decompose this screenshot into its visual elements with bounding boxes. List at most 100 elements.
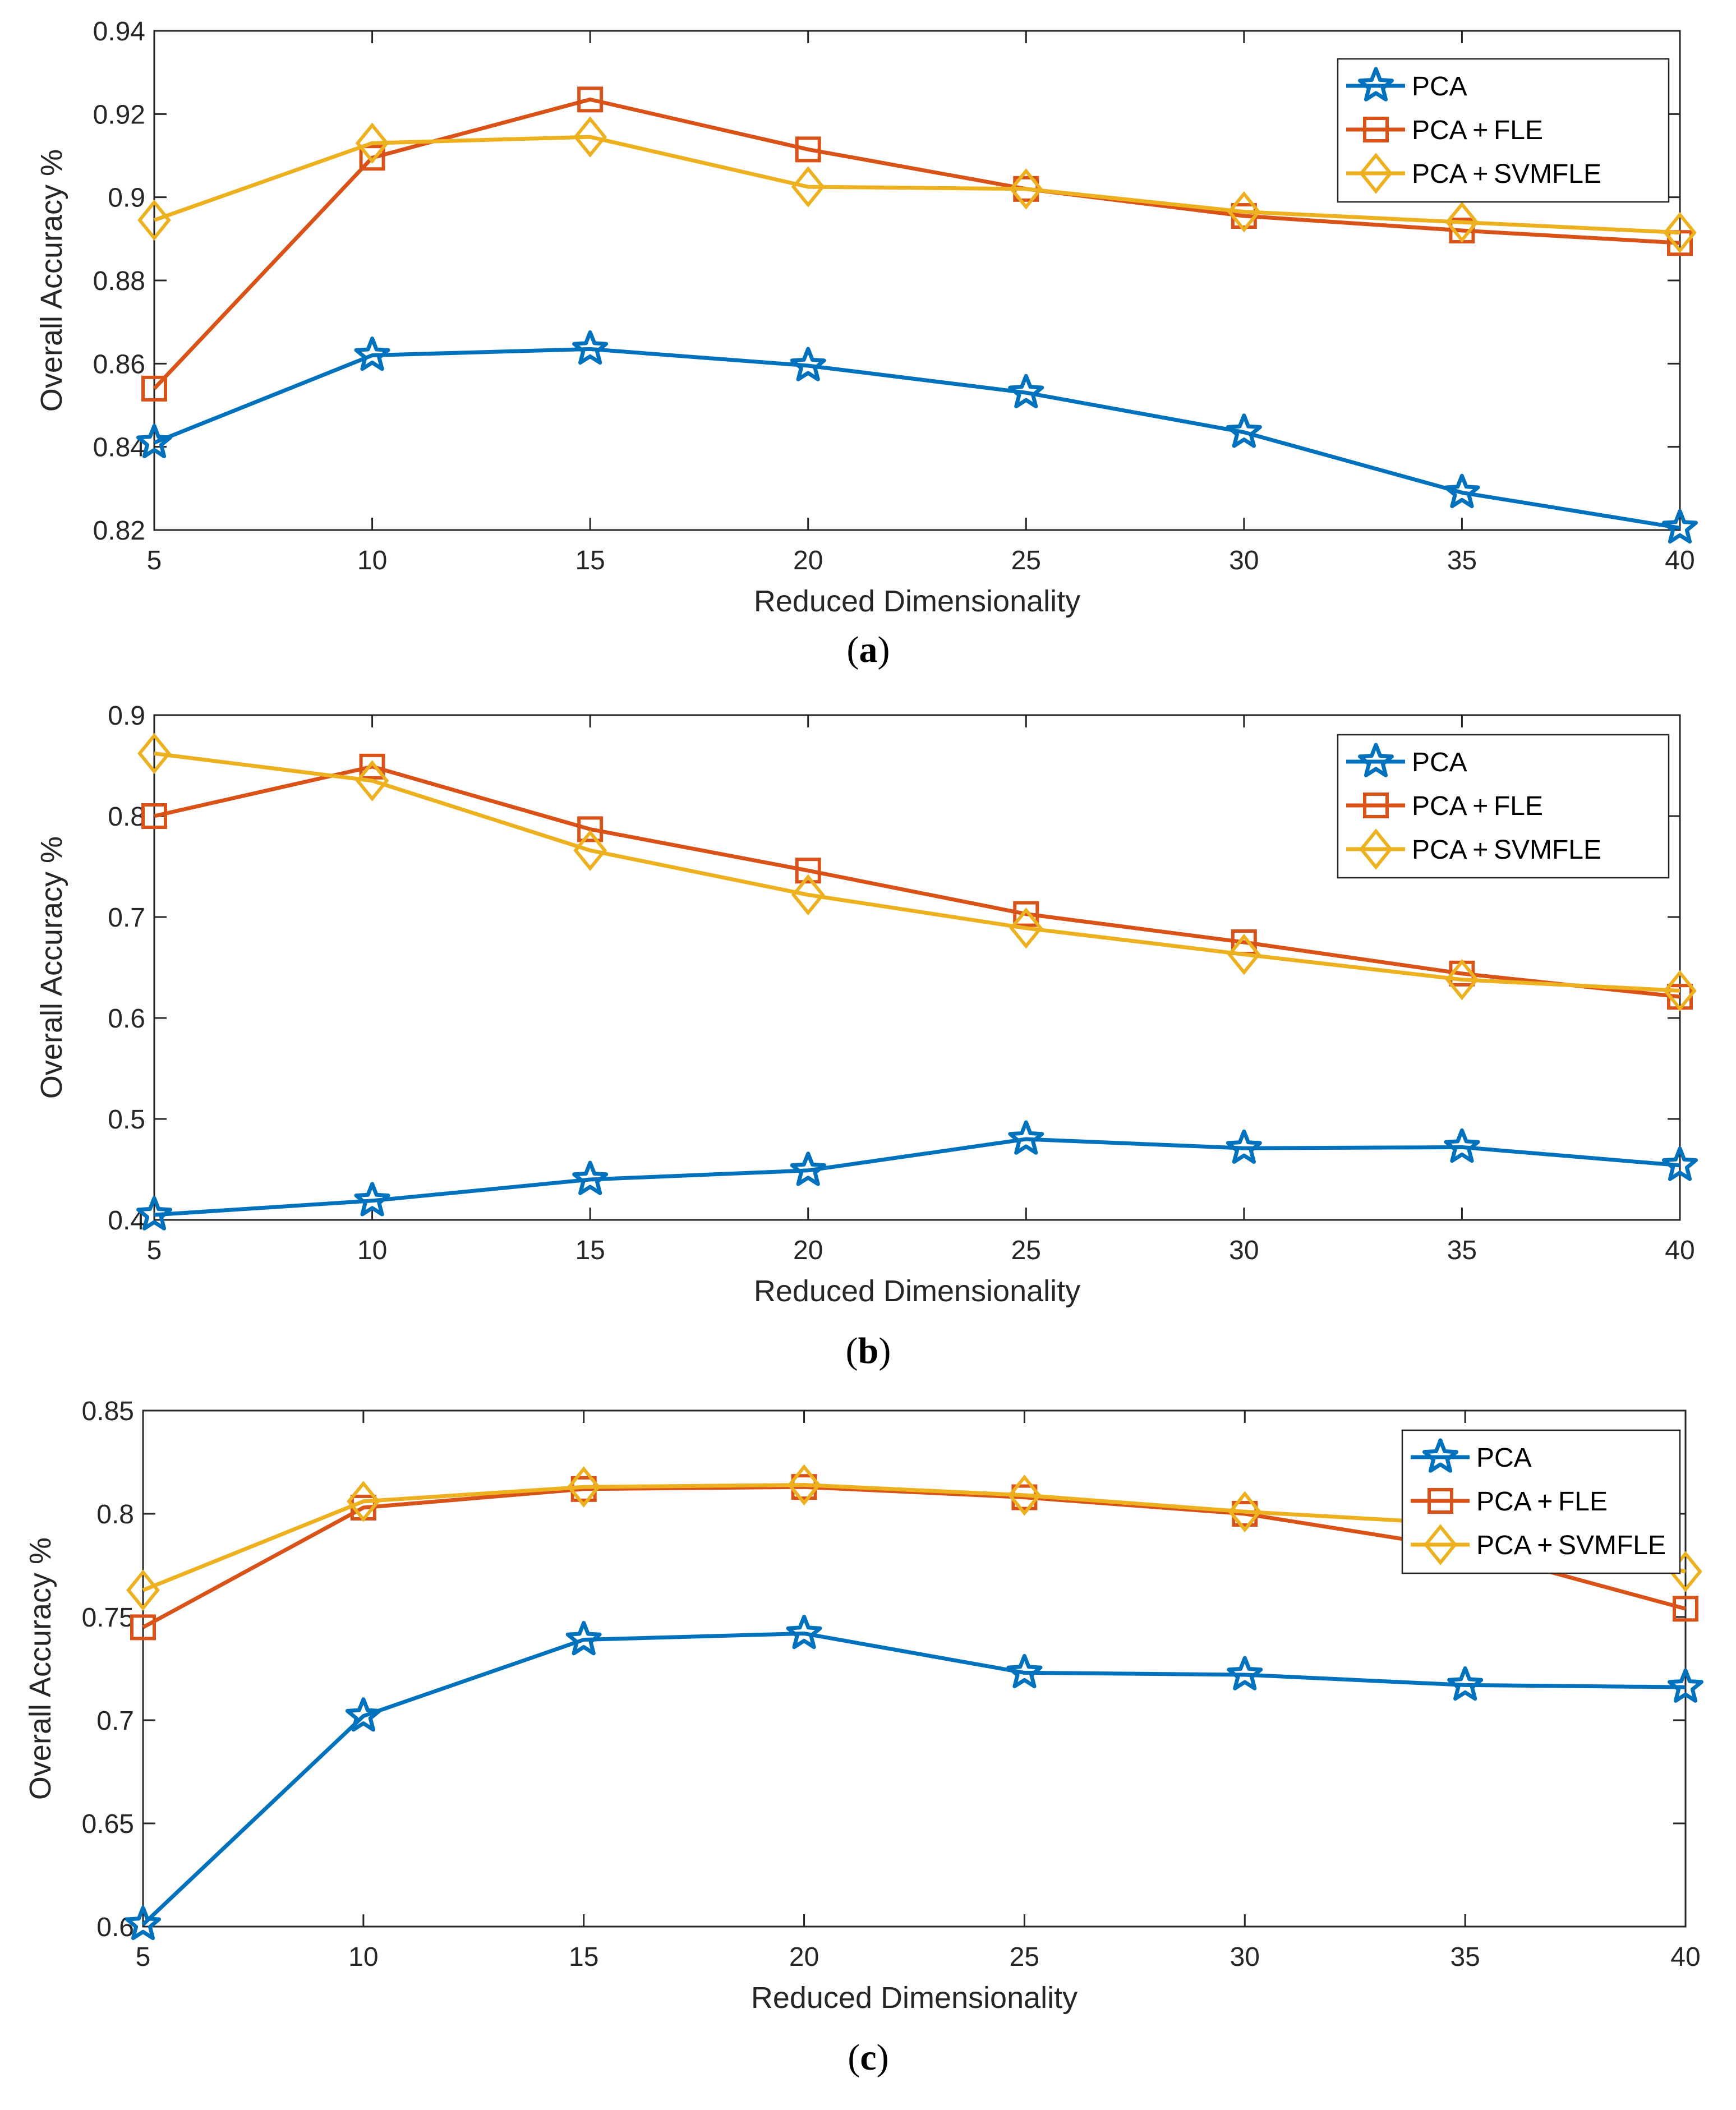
y-tick-label: 0.6 (96, 1913, 134, 1942)
series-line (154, 751, 1680, 993)
x-tick-label: 25 (1011, 546, 1041, 575)
data-point-diamond (355, 760, 389, 801)
data-point-diamond (1227, 933, 1261, 975)
x-tick-label: 10 (357, 546, 387, 575)
y-tick-label: 0.8 (96, 1500, 134, 1529)
x-tick-label: 5 (136, 1942, 151, 1972)
legend: PCA PCA + FLE PCA + SVMFLE (1337, 734, 1670, 879)
legend-entry: PCA + FLE (1412, 791, 1543, 821)
x-tick-label: 30 (1230, 1942, 1260, 1972)
data-point-diamond (1663, 211, 1697, 254)
y-tick-label: 0.9 (108, 183, 145, 213)
series-line (153, 135, 1680, 235)
data-point-star (136, 423, 172, 458)
data-point-diamond (1445, 959, 1479, 1001)
data-point-diamond (787, 1464, 821, 1506)
data-point-star (354, 337, 390, 371)
legend-entry: PCA + FLE (1476, 1487, 1608, 1517)
x-tick-label: 25 (1010, 1942, 1039, 1972)
data-point-diamond (346, 1481, 380, 1522)
y-tick-label: 0.86 (93, 349, 145, 379)
data-point-diamond (567, 1466, 601, 1508)
x-tick-label: 15 (569, 1942, 598, 1972)
x-tick-label: 10 (348, 1942, 378, 1972)
legend-marker-star (1358, 743, 1394, 777)
data-point-diamond (137, 732, 171, 775)
data-point-diamond (1663, 970, 1697, 1012)
data-point-star (790, 1151, 826, 1186)
data-point-star (1008, 1120, 1044, 1155)
data-point-star (1226, 413, 1262, 448)
series-diamond (137, 116, 1697, 254)
legend-entry: PCA + SVMFLE (1412, 835, 1601, 865)
legend-entry: PCA + SVMFLE (1412, 159, 1601, 189)
data-point-star (1226, 1129, 1262, 1164)
x-tick-label: 5 (147, 546, 162, 575)
data-point-diamond (1007, 1475, 1042, 1516)
data-point-star (1447, 1666, 1484, 1701)
y-axis-label: Overall Accuracy % (24, 1537, 57, 1800)
x-tick-label: 20 (793, 546, 823, 575)
data-point-star (125, 1905, 161, 1941)
y-tick-label: 0.75 (82, 1603, 134, 1633)
data-point-star (1668, 1668, 1703, 1703)
y-tick-label: 0.6 (108, 1004, 145, 1034)
data-point-square (795, 136, 821, 163)
data-point-square (359, 753, 385, 780)
y-tick-label: 0.94 (93, 17, 145, 47)
data-point-square (577, 86, 604, 113)
legend-entry: PCA (1412, 748, 1467, 777)
x-tick-label: 5 (147, 1236, 162, 1265)
legend-marker-square (1428, 1488, 1453, 1514)
data-point-square (141, 375, 167, 402)
data-point-diamond (126, 1569, 160, 1611)
data-point-diamond (1227, 191, 1261, 233)
chart-panel-b: 5 10 15 20 25 30 35 400.40.50.60.70.80.9Reduced… (35, 701, 1698, 1308)
data-point-star (1662, 509, 1698, 544)
x-tick-label: 35 (1450, 1942, 1480, 1972)
series-line (153, 347, 1680, 530)
legend-entry: PCA + SVMFLE (1476, 1531, 1666, 1560)
data-point-square (130, 1614, 156, 1641)
y-tick-label: 0.65 (82, 1809, 134, 1839)
data-point-diamond (791, 874, 825, 916)
series-line (153, 97, 1680, 390)
data-point-diamond (137, 199, 171, 241)
panel-caption: (a) (847, 629, 890, 670)
data-point-diamond (791, 166, 825, 208)
data-point-star (1227, 1656, 1263, 1690)
y-tick-label: 0.85 (82, 1397, 134, 1426)
legend: PCA PCA + FLE PCA + SVMFLE (1337, 58, 1670, 203)
y-tick-label: 0.7 (96, 1706, 134, 1736)
x-axis-label: Reduced Dimensionality (754, 584, 1080, 618)
data-point-square (141, 803, 167, 829)
panel-caption-letter: a (859, 629, 878, 670)
chart-panel-a: 5 10 15 20 25 30 35 400.820.840.860.880.90.920.… (35, 17, 1698, 618)
data-point-square (795, 858, 821, 884)
series-star (125, 1614, 1703, 1941)
data-point-star (572, 330, 609, 365)
legend-entry: PCA (1476, 1443, 1532, 1473)
x-tick-label: 15 (575, 1236, 605, 1265)
series-line (154, 1137, 1680, 1217)
data-point-diamond (1009, 168, 1043, 210)
y-axis-label: Overall Accuracy % (35, 836, 68, 1099)
y-tick-label: 0.8 (108, 802, 145, 832)
legend-marker-diamond (1359, 828, 1393, 870)
x-axis-label: Reduced Dimensionality (754, 1274, 1080, 1308)
y-tick-label: 0.9 (108, 701, 145, 731)
data-point-star (790, 347, 826, 381)
data-point-star (345, 1697, 381, 1732)
x-tick-label: 25 (1011, 1236, 1041, 1265)
legend-marker-diamond (1424, 1524, 1457, 1565)
data-point-diamond (573, 830, 607, 871)
x-tick-label: 30 (1229, 546, 1259, 575)
data-point-star (1444, 473, 1480, 508)
x-tick-label: 30 (1229, 1236, 1259, 1265)
data-point-star (565, 1621, 602, 1656)
y-tick-label: 0.92 (93, 100, 145, 130)
data-point-star (1006, 1653, 1043, 1689)
data-point-star (354, 1182, 390, 1217)
legend-marker-star (1422, 1438, 1458, 1473)
